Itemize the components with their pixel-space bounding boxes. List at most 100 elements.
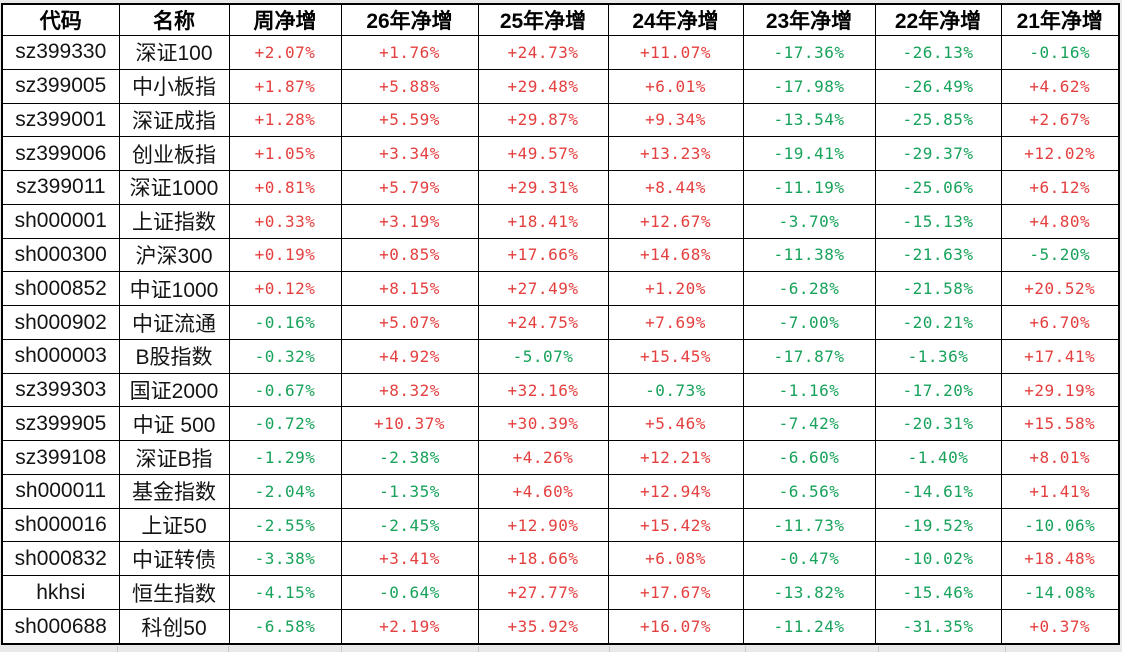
change-value-cell[interactable]: +20.52% [1000, 271, 1120, 307]
change-value-cell[interactable]: +15.58% [1000, 406, 1120, 442]
index-name-cell[interactable]: 中证转债 [118, 541, 230, 577]
change-value-cell[interactable]: -0.72% [228, 406, 342, 442]
index-name-cell[interactable]: 深证成指 [118, 102, 230, 138]
change-value-cell[interactable]: +4.60% [477, 473, 609, 509]
index-code-cell[interactable]: sh000902 [1, 305, 120, 340]
index-name-cell[interactable]: 创业板指 [118, 136, 230, 172]
index-name-cell[interactable]: 沪深300 [118, 237, 230, 273]
change-value-cell[interactable]: +4.80% [1000, 203, 1120, 239]
change-value-cell[interactable]: +12.21% [607, 440, 744, 475]
index-code-cell[interactable]: sh000832 [1, 541, 120, 577]
change-value-cell[interactable]: +17.66% [477, 237, 609, 273]
index-name-cell[interactable]: 上证指数 [118, 203, 230, 239]
change-value-cell[interactable]: +2.67% [1000, 102, 1120, 138]
index-name-cell[interactable]: 中证1000 [118, 271, 230, 307]
change-value-cell[interactable]: -21.58% [874, 271, 1002, 307]
change-value-cell[interactable]: +8.44% [607, 170, 744, 205]
change-value-cell[interactable]: -14.61% [874, 473, 1002, 509]
change-value-cell[interactable]: -17.98% [742, 68, 876, 104]
change-value-cell[interactable]: +6.08% [607, 541, 744, 577]
change-value-cell[interactable]: +4.92% [340, 338, 479, 374]
change-value-cell[interactable]: -11.38% [742, 237, 876, 273]
change-value-cell[interactable]: +4.62% [1000, 68, 1120, 104]
change-value-cell[interactable]: +8.01% [1000, 440, 1120, 475]
change-value-cell[interactable]: -11.24% [742, 609, 876, 645]
change-value-cell[interactable]: +10.37% [340, 406, 479, 442]
change-value-cell[interactable]: +17.41% [1000, 338, 1120, 374]
index-name-cell[interactable]: 基金指数 [118, 473, 230, 509]
change-value-cell[interactable]: +15.45% [607, 338, 744, 374]
change-value-cell[interactable]: -13.82% [742, 575, 876, 611]
change-value-cell[interactable]: -15.13% [874, 203, 1002, 239]
change-value-cell[interactable]: +11.07% [607, 35, 744, 70]
change-value-cell[interactable]: +15.42% [607, 507, 744, 543]
change-value-cell[interactable]: -2.55% [228, 507, 342, 543]
change-value-cell[interactable]: +5.79% [340, 170, 479, 205]
change-value-cell[interactable]: +7.69% [607, 305, 744, 340]
column-header[interactable]: 21年净增 [1000, 3, 1120, 36]
change-value-cell[interactable]: -0.64% [340, 575, 479, 611]
index-code-cell[interactable]: sh000001 [1, 203, 120, 239]
change-value-cell[interactable]: +9.34% [607, 102, 744, 138]
change-value-cell[interactable]: +12.94% [607, 473, 744, 509]
change-value-cell[interactable]: -0.16% [1000, 35, 1120, 70]
change-value-cell[interactable]: -26.49% [874, 68, 1002, 104]
change-value-cell[interactable]: +12.02% [1000, 136, 1120, 172]
change-value-cell[interactable]: +30.39% [477, 406, 609, 442]
column-header[interactable]: 26年净增 [340, 3, 479, 36]
change-value-cell[interactable]: -0.47% [742, 541, 876, 577]
index-code-cell[interactable]: sh000688 [1, 609, 120, 645]
change-value-cell[interactable]: +12.90% [477, 507, 609, 543]
change-value-cell[interactable]: -6.56% [742, 473, 876, 509]
change-value-cell[interactable]: -20.31% [874, 406, 1002, 442]
index-code-cell[interactable]: sh000016 [1, 507, 120, 543]
change-value-cell[interactable]: -0.67% [228, 372, 342, 408]
index-name-cell[interactable]: 中证 500 [118, 406, 230, 442]
change-value-cell[interactable]: +18.48% [1000, 541, 1120, 577]
change-value-cell[interactable]: -11.19% [742, 170, 876, 205]
change-value-cell[interactable]: +5.59% [340, 102, 479, 138]
change-value-cell[interactable]: -17.20% [874, 372, 1002, 408]
change-value-cell[interactable]: +0.37% [1000, 609, 1120, 645]
change-value-cell[interactable]: -2.04% [228, 473, 342, 509]
change-value-cell[interactable]: -31.35% [874, 609, 1002, 645]
change-value-cell[interactable]: -6.60% [742, 440, 876, 475]
change-value-cell[interactable]: +16.07% [607, 609, 744, 645]
change-value-cell[interactable]: -3.38% [228, 541, 342, 577]
column-header[interactable]: 名称 [118, 3, 230, 36]
index-name-cell[interactable]: 深证B指 [118, 440, 230, 475]
column-header[interactable]: 周净增 [228, 3, 342, 36]
change-value-cell[interactable]: +18.66% [477, 541, 609, 577]
change-value-cell[interactable]: -19.41% [742, 136, 876, 172]
change-value-cell[interactable]: -13.54% [742, 102, 876, 138]
change-value-cell[interactable]: -0.16% [228, 305, 342, 340]
change-value-cell[interactable]: -6.28% [742, 271, 876, 307]
change-value-cell[interactable]: +5.88% [340, 68, 479, 104]
change-value-cell[interactable]: -21.63% [874, 237, 1002, 273]
change-value-cell[interactable]: +29.48% [477, 68, 609, 104]
change-value-cell[interactable]: -10.06% [1000, 507, 1120, 543]
change-value-cell[interactable]: -0.73% [607, 372, 744, 408]
change-value-cell[interactable]: -4.15% [228, 575, 342, 611]
change-value-cell[interactable]: +3.41% [340, 541, 479, 577]
index-code-cell[interactable]: sz399330 [1, 35, 120, 70]
change-value-cell[interactable]: +1.28% [228, 102, 342, 138]
index-name-cell[interactable]: 恒生指数 [118, 575, 230, 611]
change-value-cell[interactable]: -19.52% [874, 507, 1002, 543]
index-code-cell[interactable]: sz399005 [1, 68, 120, 104]
change-value-cell[interactable]: +17.67% [607, 575, 744, 611]
change-value-cell[interactable]: -2.45% [340, 507, 479, 543]
index-code-cell[interactable]: sh000011 [1, 473, 120, 509]
change-value-cell[interactable]: +14.68% [607, 237, 744, 273]
change-value-cell[interactable]: -17.36% [742, 35, 876, 70]
change-value-cell[interactable]: -5.07% [477, 338, 609, 374]
change-value-cell[interactable]: +27.77% [477, 575, 609, 611]
index-name-cell[interactable]: B股指数 [118, 338, 230, 374]
change-value-cell[interactable]: -6.58% [228, 609, 342, 645]
change-value-cell[interactable]: -14.08% [1000, 575, 1120, 611]
column-header[interactable]: 25年净增 [477, 3, 609, 36]
change-value-cell[interactable]: -3.70% [742, 203, 876, 239]
change-value-cell[interactable]: +1.87% [228, 68, 342, 104]
change-value-cell[interactable]: -5.20% [1000, 237, 1120, 273]
index-name-cell[interactable]: 科创50 [118, 609, 230, 645]
